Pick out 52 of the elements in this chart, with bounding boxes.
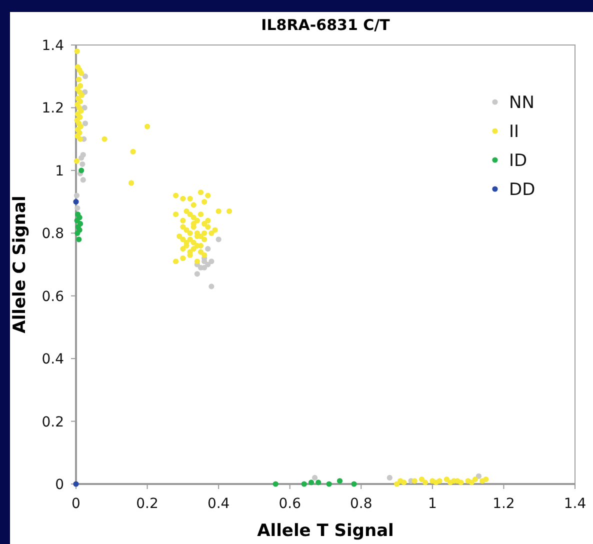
legend-label: DD <box>509 180 536 200</box>
y-tick-label: 1.4 <box>42 38 64 54</box>
point <box>386 474 392 481</box>
y-tick-label: 1 <box>55 163 64 180</box>
point <box>194 271 200 277</box>
point <box>336 478 343 484</box>
point <box>73 198 79 205</box>
point <box>78 155 84 161</box>
y-tick-label: 0.8 <box>42 226 64 242</box>
point <box>301 481 307 487</box>
point <box>308 480 314 486</box>
point <box>208 258 214 264</box>
point <box>312 474 318 481</box>
point <box>205 246 211 252</box>
legend-label: ID <box>509 151 528 171</box>
point <box>216 236 222 242</box>
y-tick-label: 0 <box>55 477 64 493</box>
point <box>351 481 357 487</box>
legend-label: NN <box>509 93 534 113</box>
y-tick-label: 0.6 <box>42 288 64 305</box>
x-tick-label: 0 <box>72 496 80 512</box>
point <box>82 120 88 126</box>
x-axis-title: Allele T Signal <box>257 521 394 541</box>
point <box>73 481 79 487</box>
point <box>80 177 86 183</box>
point <box>74 192 80 198</box>
y-axis-title: Allele C Signal <box>10 196 30 334</box>
point <box>80 161 86 167</box>
point <box>82 74 88 80</box>
chart-title: IL8RA-6831 C/T <box>261 16 391 34</box>
x-tick-label: 0.6 <box>278 496 302 512</box>
point <box>476 473 482 479</box>
y-tick-label: 0.4 <box>42 352 64 368</box>
point <box>208 284 214 290</box>
point <box>74 230 80 236</box>
y-tick-label: 0.2 <box>42 414 64 430</box>
x-tick-label: 1.4 <box>564 496 586 512</box>
point <box>78 168 84 174</box>
point <box>76 236 82 242</box>
y-tick-label: 1.2 <box>42 100 64 117</box>
point <box>316 480 322 486</box>
x-tick-label: 0.2 <box>136 496 158 512</box>
x-tick-label: 0.4 <box>207 496 230 512</box>
x-tick-label: 1.2 <box>492 496 515 512</box>
legend-label: II <box>509 122 520 142</box>
x-tick-label: 0.8 <box>350 496 372 512</box>
x-tick-label: 1 <box>428 496 437 512</box>
point <box>272 481 278 487</box>
point <box>205 262 211 268</box>
point <box>82 104 88 111</box>
point <box>326 481 332 487</box>
point <box>74 205 80 211</box>
